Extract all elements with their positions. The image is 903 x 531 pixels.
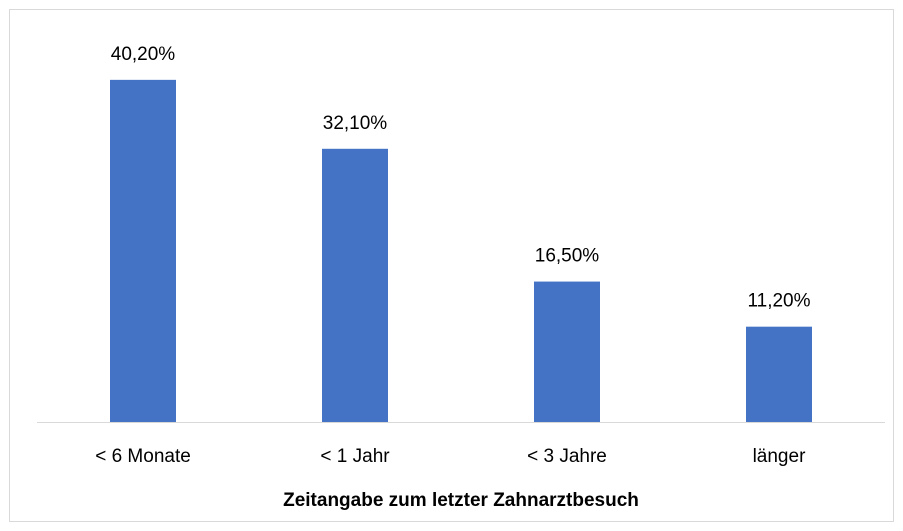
x-tick-label: < 3 Jahre [527,446,607,467]
x-tick-label: < 6 Monate [95,446,191,467]
bar [110,79,176,422]
data-label: 32,10% [323,113,388,134]
x-tick-label: < 1 Jahr [320,446,390,467]
bar [322,148,388,422]
x-tick-label: länger [753,446,806,467]
bar [534,281,600,422]
data-label: 11,20% [747,291,810,312]
data-label: 16,50% [535,246,600,267]
bar [746,326,812,422]
data-label: 40,20% [111,44,176,65]
x-axis-label: Zeitangabe zum letzter Zahnarztbesuch [283,490,639,511]
